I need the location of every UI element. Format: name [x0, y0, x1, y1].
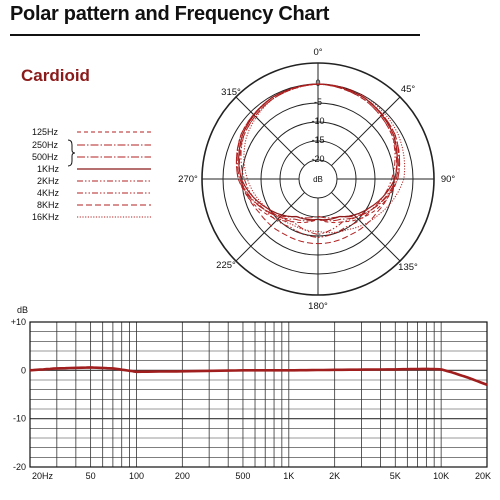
ring-label: -20 — [311, 154, 324, 164]
legend-swatch — [77, 192, 151, 194]
freq-xtick-label: 10K — [433, 471, 449, 481]
polar-chart: 0° 45° 90° 135° 180° 225° 270° 315° 0 -5 -10 -15 -20… — [178, 47, 456, 310]
angle-label: 90° — [441, 174, 456, 185]
ring-label: 0 — [315, 78, 320, 88]
ring-label: -15 — [311, 135, 324, 145]
freq-xtick-label: 5K — [390, 471, 401, 481]
polar-series-curve — [236, 83, 400, 219]
freq-plot-frame — [29, 321, 488, 468]
legend-label: 8KHz — [37, 200, 60, 210]
ring-label: -5 — [314, 97, 322, 107]
center-db-label: dB — [313, 175, 323, 184]
legend-label: 125Hz — [32, 127, 59, 137]
legend-swatch — [77, 180, 151, 182]
legend-label: 250Hz — [32, 140, 59, 150]
legend-swatch — [77, 156, 151, 158]
freq-ylabel: dB — [17, 305, 28, 315]
legend-swatch — [77, 131, 151, 133]
legend-swatch — [77, 144, 151, 146]
frequency-response-curve — [29, 366, 488, 387]
freq-xtick-label: 20K — [475, 471, 491, 481]
legend-item: 500Hz — [10, 151, 151, 163]
polar-spoke — [235, 192, 305, 262]
legend-label: 500Hz — [32, 152, 59, 162]
freq-ytick-label: +10 — [11, 317, 26, 327]
legend-item: 250Hz — [10, 139, 151, 151]
legend-item: 1KHz — [10, 163, 151, 175]
freq-ytick-label: -20 — [13, 462, 26, 472]
freq-xtick-label: 200 — [175, 471, 190, 481]
legend-bracket — [67, 139, 76, 167]
ring-label: -10 — [311, 116, 324, 126]
polar-spoke — [235, 96, 305, 166]
freq-xtick-label: 50 — [86, 471, 96, 481]
angle-label: 270° — [178, 174, 198, 185]
legend-item: 4KHz — [10, 187, 151, 199]
legend-swatch — [77, 204, 151, 206]
freq-xtick-label: 500 — [235, 471, 250, 481]
polar-series-curve — [238, 83, 398, 236]
polar-spoke — [331, 96, 401, 166]
freq-xtick-label: 20Hz — [32, 471, 54, 481]
legend-item: 125Hz — [10, 126, 151, 138]
legend-label: 4KHz — [37, 188, 60, 198]
polar-series-curve — [243, 83, 406, 234]
freq-ytick-label: -10 — [13, 414, 26, 424]
polar-pattern-name: Cardioid — [21, 66, 90, 85]
legend-swatch — [77, 168, 151, 170]
legend-item: 2KHz — [10, 175, 151, 187]
polar-series-curve — [238, 83, 398, 245]
legend-label: 2KHz — [37, 176, 60, 186]
freq-xtick-label: 1K — [283, 471, 294, 481]
legend-item: 8KHz — [10, 199, 151, 211]
freq-ytick-label: 0 — [21, 365, 26, 375]
page-title: Polar pattern and Frequency Chart — [10, 3, 330, 25]
legend-label: 1KHz — [37, 164, 60, 174]
bracket-shape — [67, 139, 76, 167]
freq-xtick-label: 2K — [329, 471, 340, 481]
angle-label: 135° — [398, 262, 418, 273]
frequency-chart: dB +10 0 -10 -20 20Hz 50 100 200 500 1K 2K 5K 10K 20K — [11, 305, 491, 481]
angle-label: 45° — [401, 84, 416, 95]
angle-label: 315° — [221, 87, 241, 98]
angle-label: 180° — [308, 301, 328, 310]
polar-legend: 125Hz 250Hz 500Hz 1KHz 2KHz 4KHz 8KHz 16KHz — [10, 126, 151, 226]
angle-label: 0° — [313, 47, 322, 58]
freq-xtick-label: 100 — [129, 471, 144, 481]
polar-spoke — [331, 192, 401, 262]
legend-item: 16KHz — [10, 211, 151, 223]
legend-label: 16KHz — [32, 212, 60, 222]
title-divider — [10, 34, 420, 36]
angle-label: 225° — [216, 260, 236, 271]
